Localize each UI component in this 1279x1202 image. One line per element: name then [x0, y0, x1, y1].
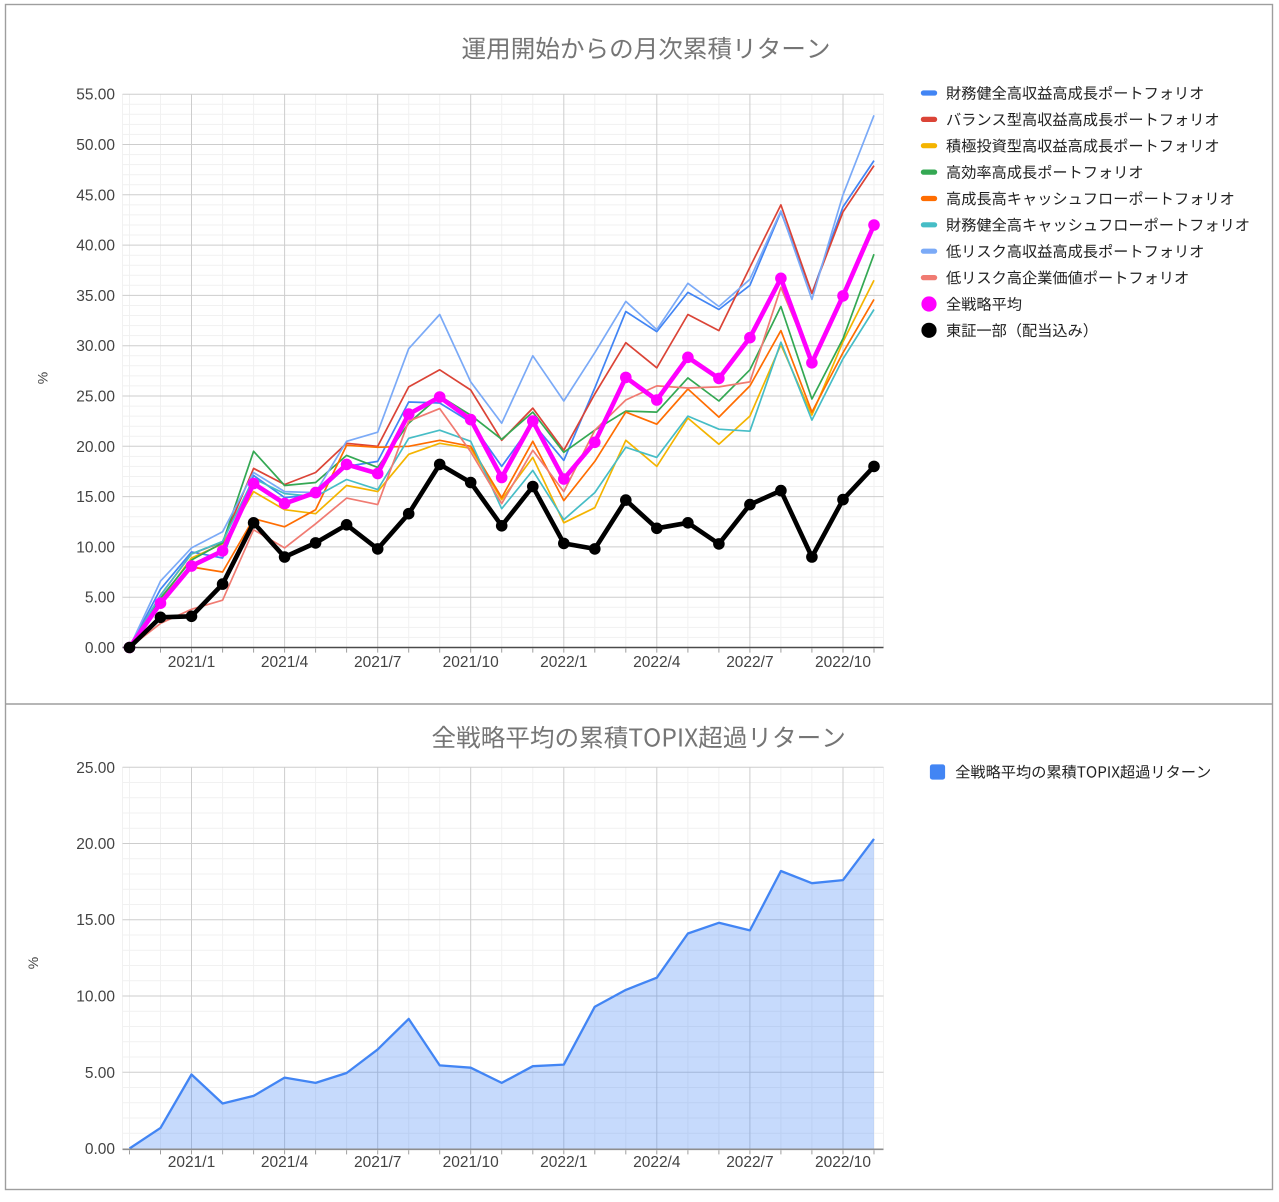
svg-text:10.00: 10.00 [76, 539, 115, 556]
svg-text:2021/4: 2021/4 [261, 654, 309, 671]
svg-text:%: % [25, 957, 41, 969]
svg-text:2022/1: 2022/1 [540, 1154, 587, 1171]
svg-text:2021/10: 2021/10 [443, 654, 499, 671]
svg-text:2021/10: 2021/10 [443, 1154, 499, 1171]
svg-text:2021/7: 2021/7 [354, 654, 401, 671]
svg-text:2022/1: 2022/1 [540, 654, 587, 671]
svg-text:35.00: 35.00 [76, 288, 115, 305]
svg-text:2022/4: 2022/4 [633, 654, 681, 671]
svg-text:0.00: 0.00 [85, 1141, 116, 1158]
svg-text:55.00: 55.00 [76, 87, 115, 104]
svg-text:2021/1: 2021/1 [168, 1154, 215, 1171]
svg-text:50.00: 50.00 [76, 137, 115, 154]
svg-text:5.00: 5.00 [85, 590, 116, 607]
svg-text:2022/10: 2022/10 [815, 1154, 871, 1171]
svg-text:20.00: 20.00 [76, 836, 115, 853]
svg-text:2021/1: 2021/1 [168, 654, 215, 671]
svg-text:%: % [35, 372, 51, 384]
svg-text:2022/4: 2022/4 [633, 1154, 681, 1171]
svg-text:2021/7: 2021/7 [354, 1154, 401, 1171]
svg-text:2022/7: 2022/7 [726, 654, 773, 671]
svg-text:25.00: 25.00 [76, 389, 115, 406]
svg-text:2021/4: 2021/4 [261, 1154, 309, 1171]
svg-text:15.00: 15.00 [76, 912, 115, 929]
svg-text:25.00: 25.00 [76, 760, 115, 777]
svg-text:40.00: 40.00 [76, 238, 115, 255]
svg-text:5.00: 5.00 [85, 1065, 116, 1082]
svg-text:2022/7: 2022/7 [726, 1154, 773, 1171]
svg-text:15.00: 15.00 [76, 489, 115, 506]
svg-text:2022/10: 2022/10 [815, 654, 871, 671]
svg-text:0.00: 0.00 [85, 640, 116, 657]
svg-text:45.00: 45.00 [76, 187, 115, 204]
svg-text:10.00: 10.00 [76, 989, 115, 1006]
svg-text:20.00: 20.00 [76, 439, 115, 456]
svg-text:30.00: 30.00 [76, 338, 115, 355]
